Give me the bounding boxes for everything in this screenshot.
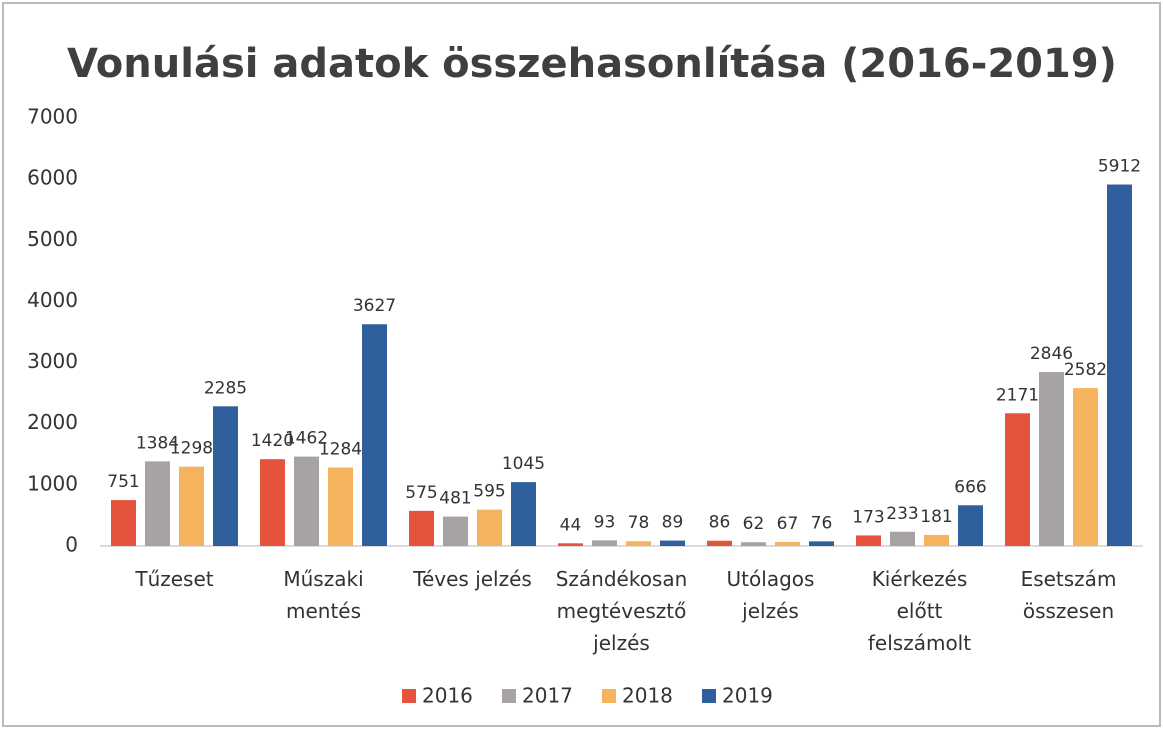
legend-swatch	[602, 689, 616, 703]
value-label: 1298	[170, 439, 213, 459]
chart-title: Vonulási adatok összehasonlítása (2016-2…	[67, 41, 1117, 87]
value-label: 76	[811, 513, 833, 533]
value-label: 2582	[1064, 360, 1107, 380]
bar	[362, 324, 387, 546]
legend-swatch	[702, 689, 716, 703]
bar	[477, 509, 502, 546]
value-label: 481	[439, 489, 471, 509]
legend-swatch	[502, 689, 516, 703]
x-tick-label: Tűzeset	[134, 567, 213, 591]
bar	[213, 406, 238, 546]
value-label: 575	[405, 483, 437, 503]
value-label: 44	[560, 515, 582, 535]
value-label: 2846	[1030, 344, 1073, 364]
bar	[111, 500, 136, 546]
value-label: 3627	[353, 296, 396, 316]
bar	[1073, 388, 1098, 546]
bar	[145, 461, 170, 546]
value-label: 173	[852, 507, 884, 527]
x-tick-label: Kiérkezés előtt felszámolt	[868, 567, 971, 655]
value-label: 751	[107, 472, 139, 492]
bar	[409, 510, 434, 546]
bar	[592, 540, 617, 546]
value-label: 666	[954, 477, 986, 497]
legend-label: 2018	[622, 684, 673, 708]
bar	[890, 531, 915, 546]
legend-label: 2017	[522, 684, 573, 708]
value-label: 233	[886, 504, 918, 524]
y-tick-label: 3000	[27, 349, 78, 373]
bar	[856, 535, 881, 546]
value-label: 595	[473, 482, 505, 502]
bar	[294, 456, 319, 546]
value-label: 1462	[285, 429, 328, 449]
value-label: 78	[628, 513, 650, 533]
legend-swatch	[402, 689, 416, 703]
bar	[924, 534, 949, 546]
legend-label: 2016	[422, 684, 473, 708]
y-tick-label: 2000	[27, 410, 78, 434]
y-tick-label: 5000	[27, 227, 78, 251]
x-tick-label: Műszaki mentés	[283, 567, 363, 623]
value-label: 1045	[502, 454, 545, 474]
value-label: 89	[662, 513, 684, 533]
x-tick-label: Téves jelzés	[412, 567, 532, 591]
bar	[660, 540, 685, 546]
bar	[775, 541, 800, 546]
bar	[809, 541, 834, 546]
bar	[626, 541, 651, 546]
value-label: 67	[777, 514, 799, 534]
bar	[1005, 413, 1030, 546]
bar	[179, 466, 204, 546]
y-tick-label: 1000	[27, 471, 78, 495]
bar	[558, 543, 583, 546]
bar	[443, 516, 468, 546]
value-label: 1384	[136, 433, 179, 453]
bar	[260, 459, 285, 546]
bar	[328, 467, 353, 546]
value-label: 1284	[319, 439, 362, 459]
value-label: 181	[920, 507, 952, 527]
x-tick-label: Esetszám összesen	[1021, 567, 1117, 623]
value-label: 93	[594, 512, 616, 532]
y-tick-label: 4000	[27, 288, 78, 312]
legend-label: 2019	[722, 684, 773, 708]
value-label: 2285	[204, 378, 247, 398]
bar	[511, 482, 536, 546]
value-label: 86	[709, 513, 731, 533]
bar	[741, 542, 766, 546]
x-tick-label: Szándékosan megtévesztő jelzés	[556, 567, 688, 655]
y-tick-label: 7000	[27, 105, 78, 129]
bar	[1039, 371, 1064, 546]
bar	[707, 540, 732, 546]
value-label: 5912	[1098, 157, 1141, 177]
bar	[1107, 184, 1132, 546]
bar	[958, 505, 983, 546]
y-tick-label: 6000	[27, 166, 78, 190]
value-label: 1420	[251, 431, 294, 451]
value-label: 2171	[996, 385, 1039, 405]
y-tick-label: 0	[65, 533, 78, 557]
value-label: 62	[743, 514, 765, 534]
x-tick-label: Utólagos jelzés	[727, 567, 815, 623]
